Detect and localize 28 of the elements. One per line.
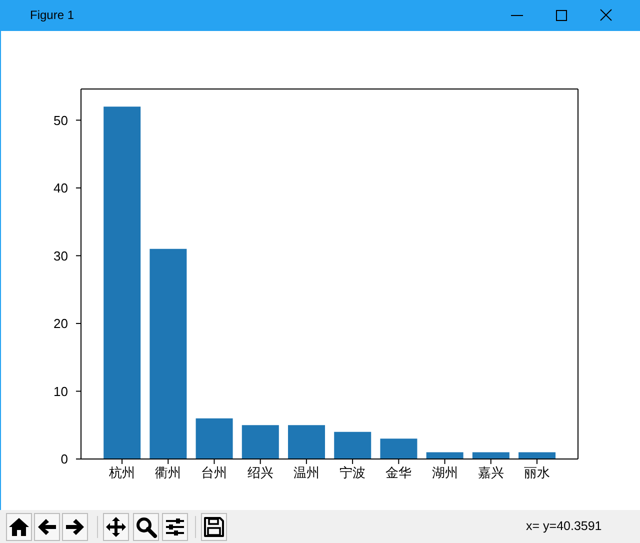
y-tick-label: 0 bbox=[60, 452, 68, 467]
x-tick-label: 金华 bbox=[386, 465, 412, 480]
caption: Figure 1 bbox=[30, 8, 74, 22]
y-tick-label: 30 bbox=[54, 248, 68, 264]
bar bbox=[518, 452, 556, 459]
bar bbox=[334, 432, 372, 459]
y-tick-label: 40 bbox=[54, 180, 68, 196]
text: x= y=40.3591 bbox=[526, 519, 602, 533]
bar bbox=[104, 106, 141, 459]
x-tick-label: 宁波 bbox=[340, 465, 366, 480]
x-tick-label: 嘉兴 bbox=[478, 465, 504, 480]
bar bbox=[196, 418, 233, 459]
bar bbox=[472, 452, 510, 459]
x-tick-label: 绍兴 bbox=[247, 465, 274, 480]
x-tick-label: 杭州 bbox=[108, 465, 136, 480]
bar bbox=[242, 425, 279, 459]
bar bbox=[380, 438, 418, 459]
x-tick-label: 温州 bbox=[293, 465, 320, 480]
y-tick-label: 50 bbox=[54, 112, 68, 128]
bar bbox=[426, 452, 464, 459]
x-tick-label: 丽水 bbox=[524, 465, 550, 480]
y-tick-label: 10 bbox=[54, 384, 68, 399]
x-tick-label: 湖州 bbox=[432, 465, 458, 480]
y-tick-label: 20 bbox=[54, 316, 68, 332]
x-tick-label: 台州 bbox=[201, 465, 228, 480]
bar bbox=[150, 248, 187, 459]
x-tick-label: 衢州 bbox=[155, 465, 182, 480]
bar bbox=[288, 425, 326, 459]
